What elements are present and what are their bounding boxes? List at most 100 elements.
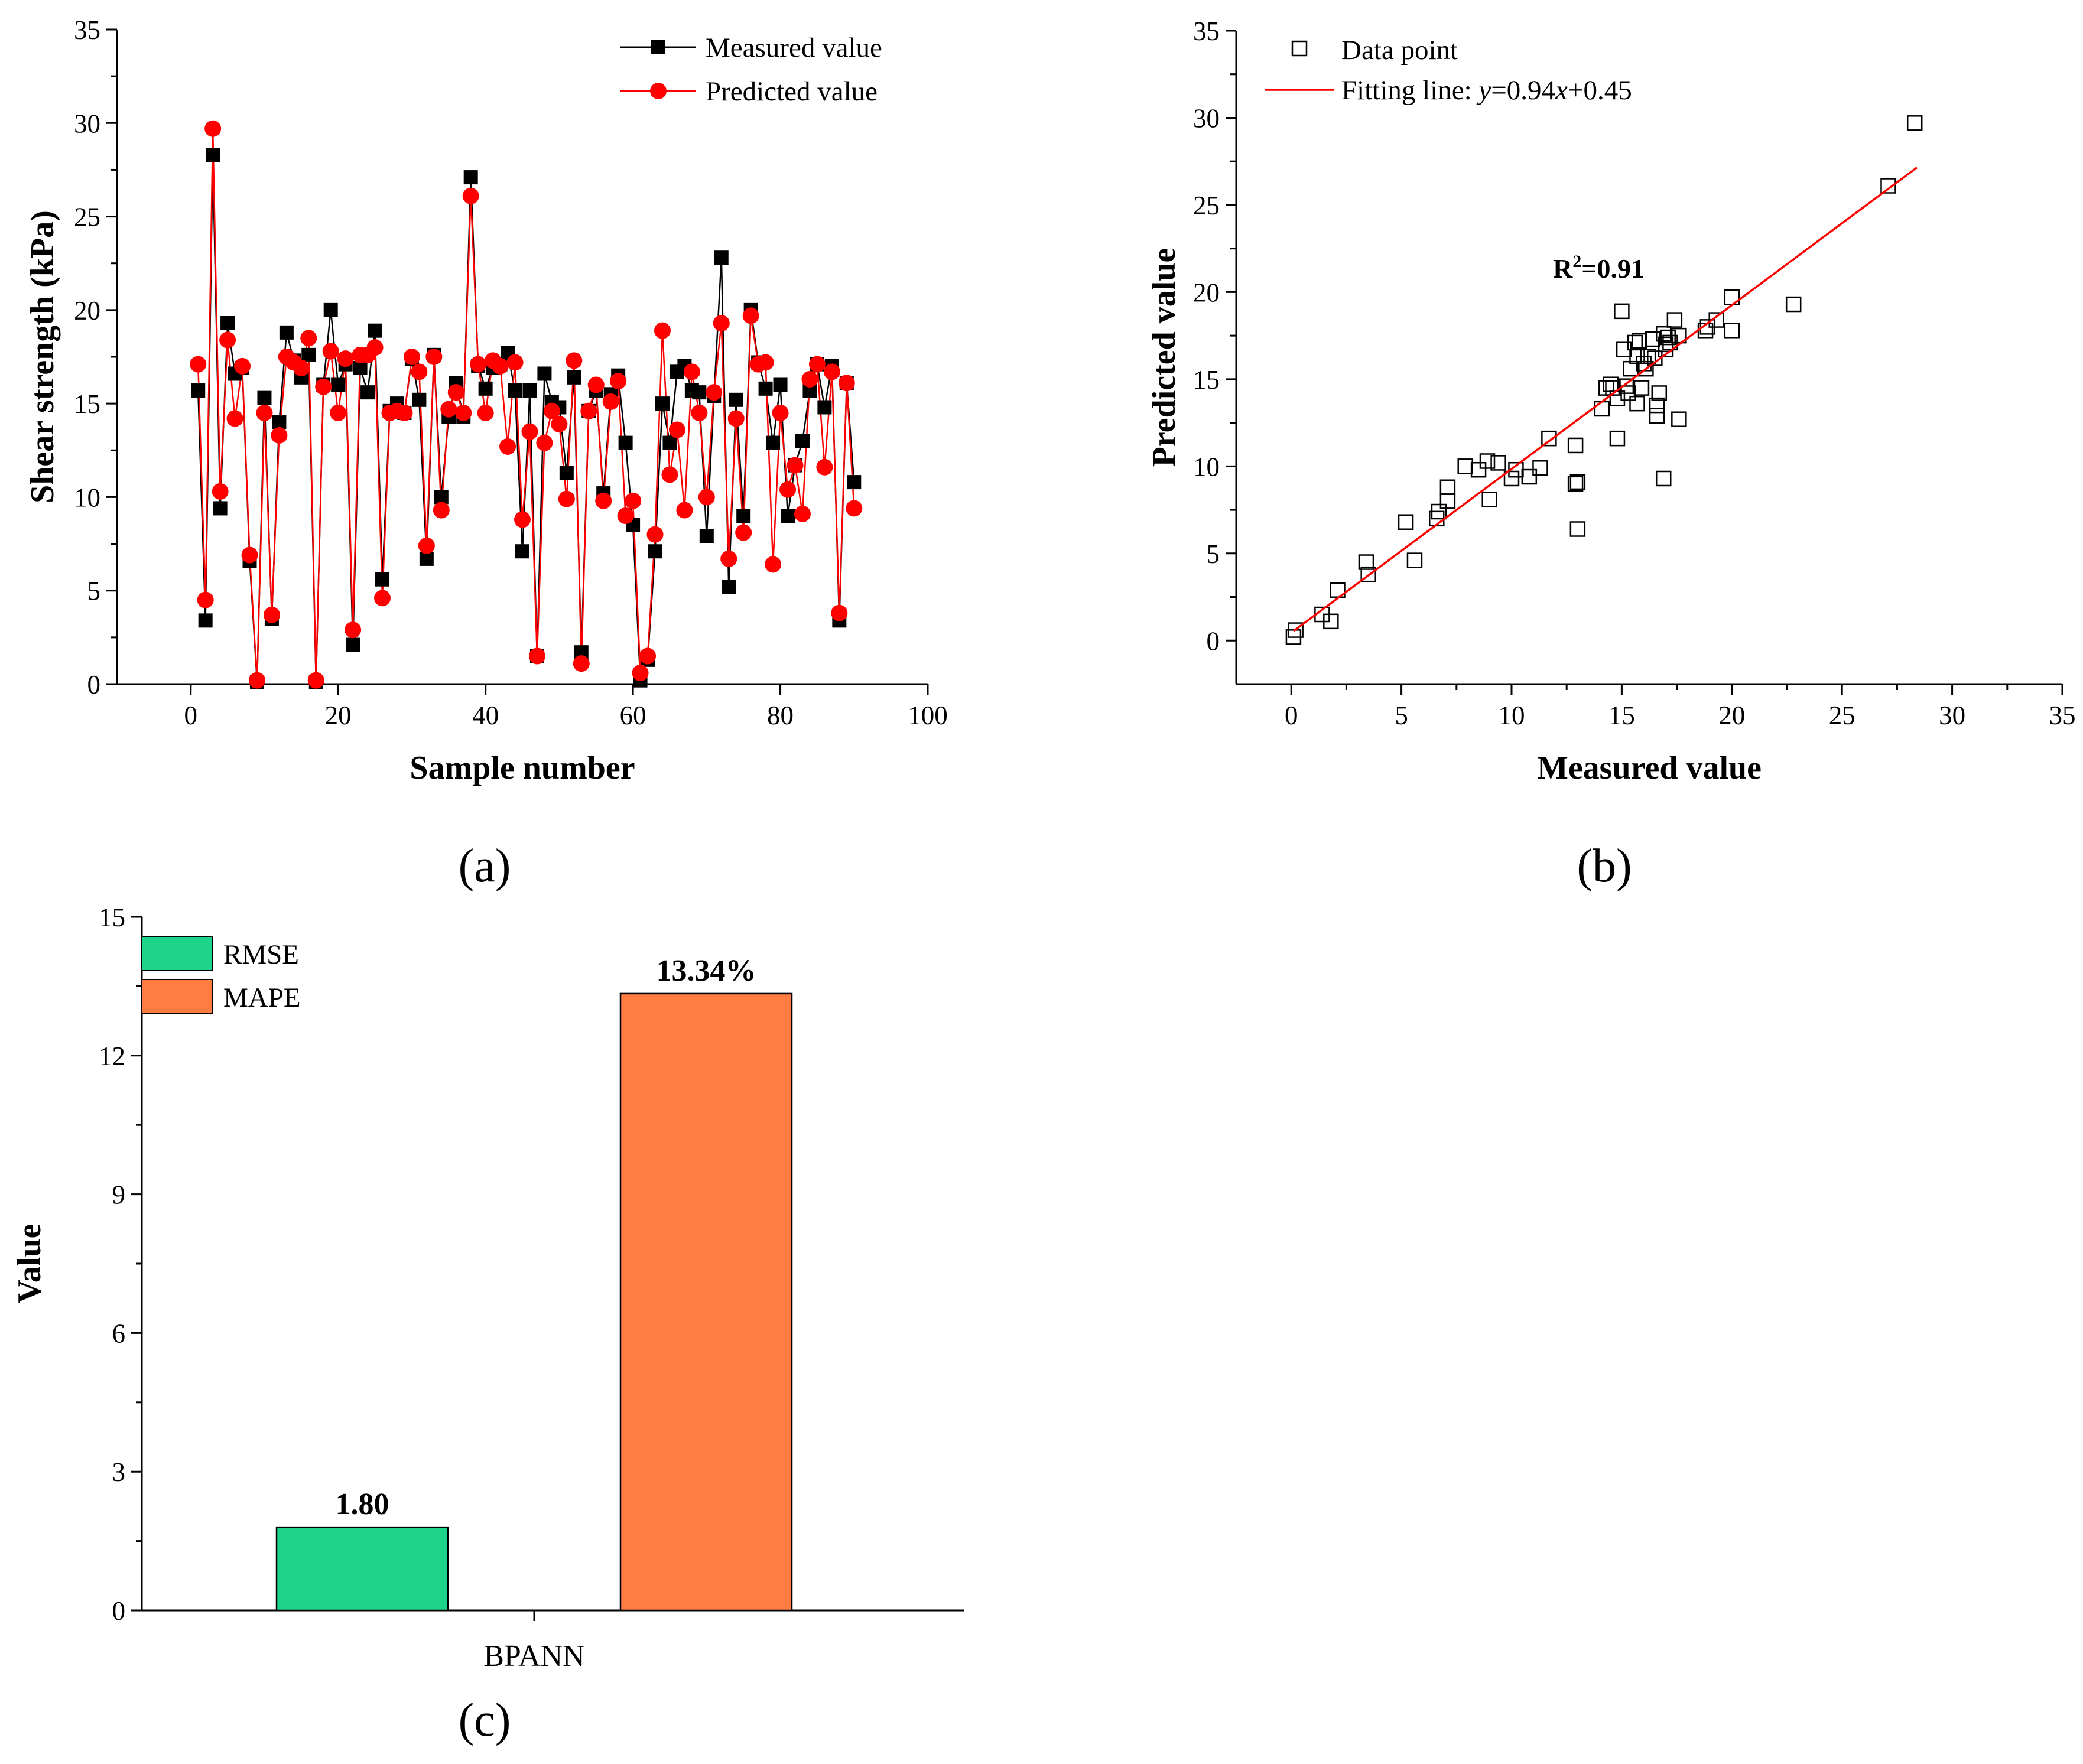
predicted-point: [838, 375, 855, 392]
legend-data-point-marker: [1291, 40, 1308, 57]
x-tick-label: 20: [325, 701, 352, 730]
data-point: [1645, 331, 1660, 347]
measured-point: [699, 529, 714, 543]
predicted-point: [212, 483, 229, 500]
data-point: [1569, 474, 1586, 490]
data-point: [1671, 327, 1687, 344]
data-point: [1439, 479, 1456, 495]
y-tick-label: 20: [74, 296, 100, 326]
data-point: [1479, 453, 1496, 469]
predicted-point: [580, 402, 597, 419]
measured-point: [795, 434, 810, 448]
predicted-point: [300, 330, 317, 347]
y-tick-label: 6: [112, 1319, 126, 1348]
predicted-point: [433, 502, 450, 519]
data-point: [1439, 493, 1456, 509]
y-tick-label: 20: [1193, 278, 1220, 307]
predicted-point: [226, 410, 243, 427]
predicted-point: [668, 421, 685, 438]
measured-point: [213, 501, 228, 516]
measured-point: [537, 366, 552, 381]
y-tick-label: 0: [1207, 626, 1220, 656]
x-tick-label: 40: [472, 701, 499, 730]
y-tick-label: 5: [87, 577, 101, 606]
data-point: [1481, 492, 1497, 507]
predicted-point: [204, 120, 222, 137]
data-point: [1620, 385, 1636, 401]
y-tick-label: 10: [74, 483, 100, 512]
y-tick-label: 3: [112, 1457, 126, 1487]
bar-value-label: 1.80: [336, 1488, 389, 1521]
y-tick-label: 0: [112, 1596, 126, 1626]
measured-point: [722, 580, 736, 594]
predicted-point: [307, 672, 324, 689]
legend-square-marker: [651, 40, 665, 54]
predicted-point: [698, 489, 715, 506]
measured-point: [412, 392, 427, 407]
measured-point: [360, 385, 375, 400]
measured-point: [714, 250, 729, 265]
x-tick-label: 30: [1939, 701, 1965, 730]
data-point: [1457, 458, 1473, 474]
predicted-point: [706, 384, 723, 401]
legend-data-point-label: Data point: [1341, 35, 1458, 66]
x-tick-label: 100: [908, 701, 948, 730]
series-line-predicted: [197, 128, 855, 681]
measured-point: [257, 390, 272, 405]
predicted-point: [492, 357, 509, 375]
y-tick-label: 25: [74, 203, 100, 232]
predicted-point: [727, 410, 745, 427]
predicted-point: [197, 591, 214, 608]
predicted-point: [271, 427, 288, 444]
predicted-point: [293, 359, 310, 376]
y-tick-label: 15: [1193, 365, 1220, 395]
predicted-point: [528, 647, 545, 665]
legend-label: MAPE: [223, 982, 301, 1013]
data-point: [1785, 296, 1802, 313]
predicted-point: [440, 401, 457, 418]
data-point: [1470, 461, 1487, 478]
panel-c-caption: (c): [459, 1694, 511, 1746]
predicted-point: [602, 393, 619, 410]
measured-point: [463, 170, 478, 185]
data-point: [1532, 460, 1548, 476]
bar-value-label: 13.34%: [657, 954, 756, 988]
y-tick-label: 0: [87, 670, 101, 699]
measured-point: [766, 435, 781, 450]
predicted-point: [831, 604, 848, 621]
y-tick-label: 15: [74, 389, 100, 419]
predicted-point: [543, 402, 560, 419]
x-tick-label: 10: [1499, 701, 1525, 730]
measured-point: [817, 400, 832, 415]
y-tick-label: 9: [112, 1180, 126, 1210]
predicted-point: [787, 457, 804, 474]
x-tick-label: 15: [1608, 701, 1635, 730]
y-tick-label: 5: [1207, 539, 1220, 569]
predicted-point: [587, 376, 605, 393]
predicted-point: [256, 404, 273, 421]
measured-point: [220, 316, 235, 331]
predicted-point: [772, 404, 789, 421]
measured-point: [662, 435, 677, 450]
predicted-point: [248, 672, 265, 689]
measured-point: [515, 544, 529, 559]
predicted-point: [757, 354, 774, 371]
measured-point: [736, 509, 751, 523]
predicted-point: [411, 363, 428, 380]
data-point: [1431, 503, 1447, 520]
predicted-point: [816, 458, 833, 476]
predicted-point: [808, 356, 826, 373]
data-point: [1398, 514, 1414, 530]
x-axis-title: Sample number: [410, 750, 635, 786]
legend-label: RMSE: [223, 939, 299, 970]
data-point: [1490, 455, 1506, 471]
predicted-point: [345, 621, 362, 639]
x-tick-label: 0: [1285, 701, 1298, 730]
data-point: [1567, 437, 1584, 454]
data-point: [1631, 333, 1647, 349]
predicted-point: [322, 343, 339, 360]
data-point: [1541, 430, 1557, 447]
predicted-point: [632, 665, 649, 682]
fitting-line: [1292, 167, 1918, 632]
